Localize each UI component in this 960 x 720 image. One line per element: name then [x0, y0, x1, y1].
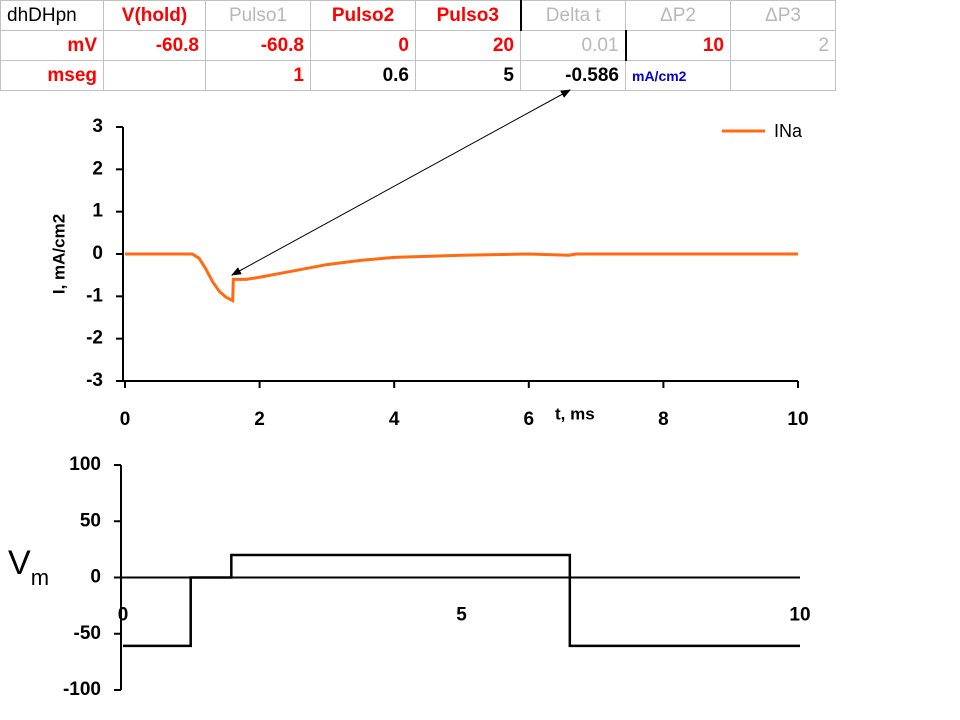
cell[interactable]: Pulso3 — [415, 0, 522, 31]
cell[interactable]: mA/cm2 — [625, 60, 731, 91]
cell[interactable]: mV — [0, 30, 104, 61]
cell[interactable]: 0 — [310, 30, 416, 61]
cell[interactable]: mseg — [0, 60, 104, 91]
x-tick-label: 8 — [658, 409, 669, 430]
cell[interactable]: V(hold) — [103, 0, 206, 31]
cell[interactable]: 20 — [415, 30, 521, 61]
y-axis-label: Vm — [8, 544, 49, 590]
data-line — [125, 252, 798, 303]
y-tick-label: 2 — [92, 158, 103, 179]
y-tick-label: 3 — [92, 116, 103, 137]
cell[interactable]: ΔP2 — [625, 0, 731, 31]
y-tick-label: -3 — [86, 370, 103, 391]
x-axis-label: t, ms — [555, 404, 595, 423]
x-tick-label: 2 — [254, 409, 265, 430]
x-tick-label: 10 — [789, 605, 810, 626]
x-tick-label: 10 — [787, 409, 808, 430]
cell[interactable]: 2 — [730, 30, 836, 61]
cell[interactable]: 0.01 — [520, 30, 627, 61]
cell[interactable]: 0.6 — [310, 60, 416, 91]
y-tick-label: -2 — [86, 328, 103, 349]
x-tick-label: 0 — [118, 605, 129, 626]
cell[interactable]: Pulso2 — [310, 0, 416, 31]
x-tick-label: 6 — [524, 409, 535, 430]
y-tick-label: -100 — [63, 679, 101, 700]
y-axis-label-main: V — [8, 544, 31, 582]
y-tick-label: 0 — [90, 567, 101, 588]
y-tick-label: -50 — [74, 623, 101, 644]
cell[interactable]: ΔP3 — [730, 0, 836, 31]
y-tick-label: 100 — [69, 454, 101, 475]
x-tick-label: 5 — [456, 605, 467, 626]
y-axis-label-subscript: m — [31, 565, 49, 590]
y-tick-label: 1 — [92, 201, 103, 222]
cell[interactable]: -60.8 — [205, 30, 311, 61]
cell[interactable] — [730, 60, 836, 91]
cell[interactable]: -60.8 — [103, 30, 206, 61]
x-tick-label: 4 — [389, 409, 400, 430]
y-axis-label: I, mA/cm2 — [49, 214, 68, 294]
annotation-arrow — [231, 89, 571, 276]
y-tick-label: 0 — [92, 243, 103, 264]
x-tick-label: 0 — [120, 409, 131, 430]
cell[interactable] — [103, 60, 206, 91]
legend-label: INa — [774, 121, 803, 141]
y-tick-label: 50 — [80, 510, 101, 531]
data-line — [123, 553, 800, 648]
y-tick-label: -1 — [86, 285, 103, 306]
spreadsheet: dhDHpn V(hold) Pulso1 Pulso2 Pulso3 Delt… — [0, 0, 836, 91]
cell[interactable]: dhDHpn — [0, 0, 104, 31]
